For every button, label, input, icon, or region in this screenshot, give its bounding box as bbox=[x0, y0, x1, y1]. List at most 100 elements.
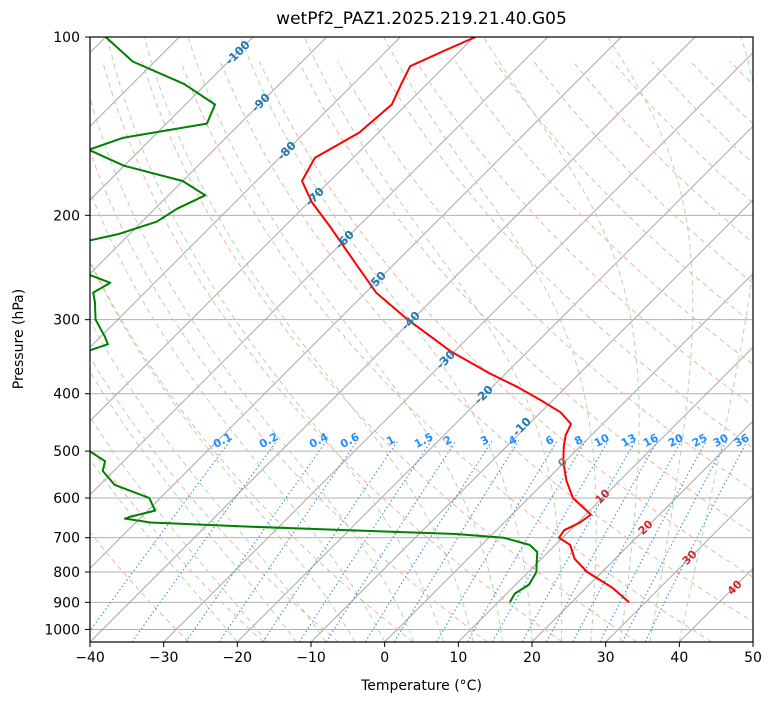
isotherm-line bbox=[90, 37, 401, 349]
dry-adiabat-line bbox=[572, 61, 753, 244]
mixing-ratio-label: 20 bbox=[666, 431, 686, 450]
x-tick-label: 40 bbox=[670, 650, 688, 666]
isotherm-line bbox=[90, 37, 696, 642]
mixing-ratio-label: 0.4 bbox=[307, 430, 331, 451]
mixing-ratio-line bbox=[262, 440, 399, 642]
x-tick-label: 0 bbox=[380, 650, 389, 666]
mixing-ratio-line bbox=[218, 440, 358, 642]
isotherm-line bbox=[457, 346, 753, 642]
temperature-profile-line bbox=[301, 37, 630, 604]
mixing-ratio-line bbox=[521, 440, 637, 642]
dry-adiabat-line bbox=[650, 61, 753, 164]
x-tick-label: 20 bbox=[523, 650, 541, 666]
y-tick-label: 100 bbox=[53, 30, 80, 46]
y-tick-label: 700 bbox=[53, 531, 80, 547]
mixing-ratio-label: 30 bbox=[711, 431, 731, 450]
mixing-ratio-label: 8 bbox=[572, 433, 585, 448]
isotherm-line bbox=[90, 37, 549, 496]
dry-adiabat-line bbox=[415, 61, 753, 407]
y-tick-label: 1000 bbox=[44, 622, 80, 638]
x-tick-label: −10 bbox=[296, 650, 326, 666]
mixing-ratio-line bbox=[467, 440, 587, 642]
mixing-ratio-line bbox=[364, 440, 493, 642]
dry-adiabat-line bbox=[533, 61, 753, 284]
moist-adiabat-line bbox=[90, 260, 356, 642]
moist-adiabat-line bbox=[383, 37, 597, 642]
x-tick-label: 30 bbox=[597, 650, 615, 666]
isotherm-line bbox=[90, 37, 622, 570]
dry-adiabat-line bbox=[90, 150, 488, 642]
dry-adiabat-line bbox=[494, 61, 753, 325]
dewpoint-profile-line bbox=[90, 37, 539, 603]
isotherm-line bbox=[90, 37, 475, 422]
y-tick-label: 500 bbox=[53, 444, 80, 460]
x-tick-label: 10 bbox=[449, 650, 467, 666]
isotherm-label: -20 bbox=[471, 382, 496, 407]
x-tick-label: −30 bbox=[149, 650, 179, 666]
isotherm-line bbox=[0, 37, 32, 642]
isotherm-line bbox=[310, 199, 753, 642]
mixing-ratio-line bbox=[572, 440, 683, 642]
moist-adiabat-line bbox=[90, 370, 297, 642]
dry-adiabat-line bbox=[101, 61, 563, 642]
isotherm-line bbox=[163, 51, 753, 642]
mixing-ratio-line bbox=[298, 440, 432, 642]
mixing-ratio-line bbox=[545, 440, 659, 642]
moist-adiabat-line bbox=[239, 37, 533, 642]
x-tick-label: 50 bbox=[744, 650, 762, 666]
moist-adiabat-line bbox=[90, 96, 415, 642]
mixing-ratio-line bbox=[131, 440, 278, 642]
y-tick-label: 200 bbox=[53, 208, 80, 224]
adiabat-label: 40 bbox=[725, 577, 745, 597]
x-tick-label: −20 bbox=[223, 650, 253, 666]
mixing-ratio-label: 10 bbox=[592, 431, 612, 450]
moist-adiabat-line bbox=[303, 37, 563, 642]
y-tick-label: 600 bbox=[53, 491, 80, 507]
plot-frame bbox=[89, 36, 754, 643]
mixing-ratio-label: 16 bbox=[641, 431, 661, 450]
isotherm-line bbox=[90, 37, 328, 275]
isotherm-line bbox=[531, 420, 753, 642]
moist-adiabat-line bbox=[106, 37, 445, 642]
dry-adiabat-line bbox=[90, 531, 190, 642]
mixing-ratio-label: 0.2 bbox=[257, 430, 280, 451]
isotherm-line bbox=[236, 125, 753, 642]
mixing-ratio-line bbox=[644, 440, 748, 642]
mixing-ratio-label: 1 bbox=[384, 433, 397, 448]
moist-adiabat-line bbox=[482, 37, 640, 642]
isotherm-label: -50 bbox=[364, 268, 389, 293]
isotherm-line bbox=[752, 641, 753, 642]
moist-adiabat-line bbox=[90, 416, 268, 642]
mixing-ratio-line bbox=[90, 440, 231, 632]
y-tick-label: 300 bbox=[53, 313, 80, 329]
dry-adiabat-line bbox=[90, 259, 414, 642]
y-tick-label: 900 bbox=[53, 595, 80, 611]
isotherm-line bbox=[90, 37, 254, 201]
dry-adiabat-line bbox=[690, 61, 753, 125]
dry-adiabat-line bbox=[141, 61, 638, 642]
dry-adiabat-line bbox=[180, 61, 712, 642]
mixing-ratio-line bbox=[435, 440, 558, 642]
mixing-ratio-label: 36 bbox=[732, 431, 752, 450]
mixing-ratio-label: 0.1 bbox=[211, 430, 234, 451]
mixing-ratio-label: 25 bbox=[690, 431, 710, 450]
moist-adiabat-line bbox=[90, 458, 238, 642]
mixing-ratio-label: 13 bbox=[619, 431, 639, 450]
mixing-ratio-line bbox=[185, 440, 328, 642]
chart-title: wetPf2_PAZ1.2025.219.21.40.G05 bbox=[276, 9, 567, 29]
x-axis-label: Temperature (°C) bbox=[361, 678, 482, 694]
isotherm-line bbox=[605, 493, 753, 642]
x-tick-label: −40 bbox=[75, 650, 105, 666]
dry-adiabat-line bbox=[219, 61, 753, 623]
dry-adiabat-line bbox=[258, 61, 753, 578]
moist-adiabat-line bbox=[607, 37, 694, 642]
mixing-ratio-line bbox=[325, 440, 457, 642]
dry-adiabat-line bbox=[90, 445, 264, 642]
mixing-ratio-line bbox=[491, 440, 609, 642]
dry-adiabat-line bbox=[454, 61, 753, 365]
mixing-ratio-line bbox=[393, 440, 520, 642]
dry-adiabat-line bbox=[769, 62, 775, 643]
y-tick-label: 400 bbox=[53, 387, 80, 403]
